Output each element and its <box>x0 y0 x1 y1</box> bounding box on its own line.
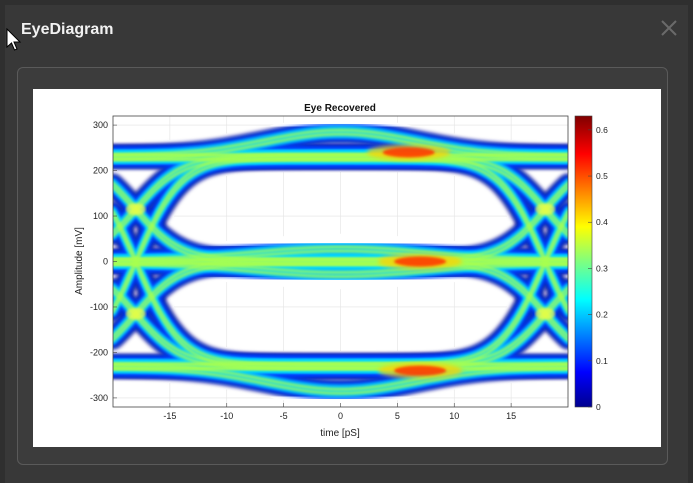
eye-trace <box>113 367 568 395</box>
eye-diagram-chart: Eye Recovered -15 -10 -5 0 5 10 15 3002001000-… <box>74 103 608 439</box>
y-tick-label: 0 <box>103 257 108 267</box>
x-axis: -15 -10 -5 0 5 10 15 <box>163 403 516 421</box>
y-tick-label: -100 <box>90 302 108 312</box>
crossing-highlight <box>125 203 146 216</box>
y-tick-label: -200 <box>90 347 108 357</box>
colorbar <box>574 115 593 408</box>
eye-trace <box>113 245 568 261</box>
x-axis-label: time [pS] <box>320 428 360 439</box>
y-tick-label: 200 <box>93 166 108 176</box>
eye-trace <box>113 128 568 157</box>
x-tick-label: 15 <box>506 411 516 421</box>
y-tick-label: 100 <box>93 211 108 221</box>
eye-trace <box>113 249 568 265</box>
dialog-title: EyeDiagram <box>21 21 114 38</box>
x-tick-label: -15 <box>163 411 176 421</box>
crossing-highlight <box>535 307 556 320</box>
close-icon[interactable] <box>658 17 680 39</box>
colorbar-tick-label: 0.4 <box>596 217 608 227</box>
colorbar-tick-label: 0.3 <box>596 263 608 273</box>
colorbar-tick-label: 0 <box>596 402 601 412</box>
colorbar-axis: 0 0.1 0.2 0.3 0.4 0.5 0.6 <box>588 125 608 412</box>
y-axis-label: Amplitude [mV] <box>74 227 85 295</box>
colorbar-tick-label: 0.6 <box>596 125 608 135</box>
mouse-cursor-icon <box>6 27 22 52</box>
eye-diagram-figure: Eye Recovered -15 -10 -5 0 5 10 15 300 200 100 0-… <box>33 89 661 447</box>
y-axis: 300 200 100 0 -100 -200 -300 <box>90 120 117 403</box>
chart-title: Eye Recovered <box>304 103 376 114</box>
eye-trace <box>113 132 568 161</box>
colorbar-tick-label: 0.1 <box>596 356 608 366</box>
x-tick-label: 0 <box>338 411 343 421</box>
density-peak-core <box>394 256 447 267</box>
density-peak-core <box>394 365 447 376</box>
x-tick-label: -5 <box>280 411 288 421</box>
eye-traces <box>113 116 568 407</box>
y-tick-label: -300 <box>90 393 108 403</box>
density-peak-core <box>382 147 435 158</box>
colorbar-tick-label: 0.5 <box>596 171 608 181</box>
x-tick-label: 10 <box>449 411 459 421</box>
dialog-titlebar[interactable]: EyeDiagram <box>5 5 688 57</box>
eye-trace <box>113 363 568 391</box>
eye-trace <box>113 258 568 274</box>
x-tick-label: 5 <box>395 411 400 421</box>
eye-trace <box>113 262 568 278</box>
colorbar-tick-label: 0.2 <box>596 310 608 320</box>
y-tick-label: 300 <box>93 120 108 130</box>
crossing-highlight <box>535 203 556 216</box>
crossing-highlight <box>125 307 146 320</box>
x-tick-label: -10 <box>220 411 233 421</box>
